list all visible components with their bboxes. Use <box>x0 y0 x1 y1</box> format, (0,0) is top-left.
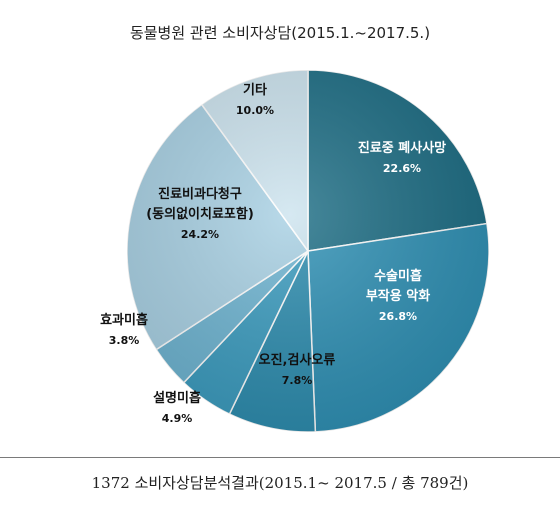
slice-name-label: 진료중 폐사사망 <box>358 140 446 156</box>
slice-name-label: 수술미흡 <box>374 268 422 284</box>
chart-title: 동물병원 관련 소비자상담(2015.1.~2017.5.) <box>129 24 431 42</box>
slice-value-label: 24.2% <box>181 228 219 241</box>
slice-value-label: 7.8% <box>282 374 313 387</box>
pie-slice <box>307 222 490 433</box>
slice-value-label: 26.8% <box>379 310 417 323</box>
slice-value-label: 10.0% <box>236 104 274 117</box>
slice-value-label: 3.8% <box>109 334 140 347</box>
pie-slice <box>307 69 488 252</box>
slice-name-label: 기타 <box>243 82 267 98</box>
slice-value-label: 22.6% <box>383 162 421 175</box>
slice-name-label: 오진,검사오류 <box>259 352 336 368</box>
slice-name-label: 진료비과다청구 <box>158 186 242 202</box>
slice-name-label: 효과미흡 <box>100 312 148 328</box>
slice-name-label: 부작용 악화 <box>366 288 430 304</box>
slice-name-label: (동의없이치료포함) <box>146 206 254 222</box>
slice-value-label: 4.9% <box>162 412 193 425</box>
divider <box>0 457 560 458</box>
slice-name-label: 설명미흡 <box>153 390 201 406</box>
chart-caption: 1372 소비자상담분석결과(2015.1~ 2017.5 / 총 789건) <box>91 474 469 492</box>
